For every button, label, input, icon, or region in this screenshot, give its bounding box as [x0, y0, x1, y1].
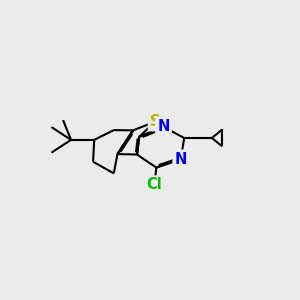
Text: N: N — [157, 119, 170, 134]
Text: Cl: Cl — [147, 178, 162, 193]
Text: S: S — [150, 114, 160, 129]
Text: N: N — [175, 152, 187, 167]
